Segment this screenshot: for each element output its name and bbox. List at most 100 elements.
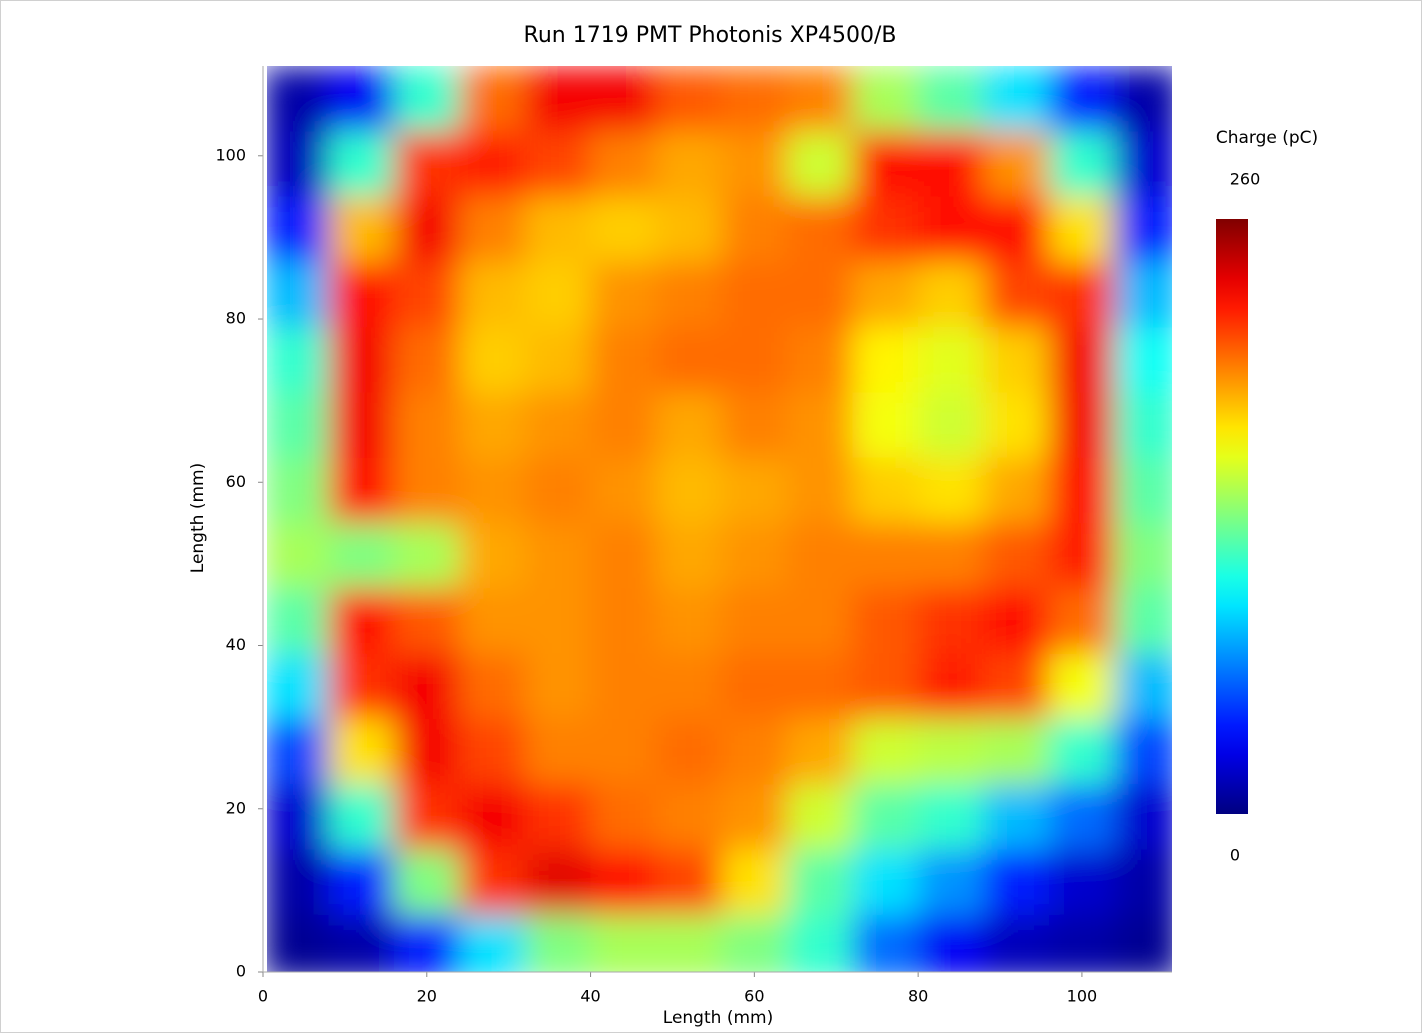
colorbar [1216,219,1248,814]
heatmap-cell [459,523,526,589]
heatmap-cell [787,784,854,851]
heatmap-cell [525,523,592,589]
heatmap-cell [656,327,723,393]
heatmap-cell [721,457,788,524]
heatmap-cell [656,784,723,851]
heatmap-cell [1049,914,1116,972]
heatmap-cell [328,849,395,916]
heatmap-cell [525,196,592,263]
heatmap-cell [918,914,985,972]
heatmap-cell [1049,523,1116,589]
y-tick-label: 40 [226,635,246,654]
heatmap-cell [1114,261,1172,328]
heatmap-cell [394,457,461,524]
heatmap-cell [918,392,985,459]
heatmap-cell [918,588,985,655]
heatmap-cell [656,131,723,198]
heatmap-cell [525,718,592,785]
x-tick-label: 100 [1067,987,1098,1006]
colorbar-title: Charge (pC) [1216,128,1318,148]
heatmap-cell [328,196,395,263]
heatmap-cell [918,131,985,198]
heatmap-cell [459,914,526,972]
heatmap-cell [328,327,395,393]
heatmap-cell [328,523,395,589]
heatmap-cell [590,718,657,785]
heatmap-cell [459,131,526,198]
heatmap-cell [590,66,657,132]
heatmap-cell [1114,849,1172,916]
heatmap-cell [983,653,1050,720]
heatmap-cell [394,914,461,972]
heatmap-cell [1114,392,1172,459]
heatmap-cell [394,392,461,459]
heatmap-cell [590,588,657,655]
heatmap-cell [721,131,788,198]
heatmap-cell [787,653,854,720]
heatmap-cell [852,914,919,972]
y-tick-label: 100 [215,145,246,164]
heatmap-cell [267,523,330,589]
heatmap-cell [525,131,592,198]
heatmap-cell [394,131,461,198]
heatmap-cell [590,457,657,524]
x-tick-label: 0 [258,987,268,1006]
heatmap-cell [852,327,919,393]
heatmap-cell [328,653,395,720]
x-tick-label: 60 [744,987,764,1006]
heatmap-cell [852,131,919,198]
heatmap-cell [1114,196,1172,263]
y-tick-label: 0 [236,962,246,981]
heatmap-cell [656,718,723,785]
heatmap-cell [787,131,854,198]
heatmap-cell [918,261,985,328]
heatmap-cell [459,718,526,785]
heatmap-cell [459,653,526,720]
heatmap-cell [656,261,723,328]
heatmap-cell [656,523,723,589]
heatmap-cell [656,196,723,263]
heatmap-cell [721,849,788,916]
heatmap-cell [459,261,526,328]
heatmap-cell [1114,66,1172,132]
heatmap-cell [394,718,461,785]
heatmap-cell [267,457,330,524]
heatmap-cell [983,718,1050,785]
heatmap-cell [656,914,723,972]
heatmap-cell [525,392,592,459]
heatmap-cell [590,131,657,198]
heatmap-cell [983,523,1050,589]
heatmap-cell [656,457,723,524]
y-tick-label: 80 [226,309,246,328]
heatmap-cell [590,653,657,720]
heatmap-cell [394,66,461,132]
heatmap-cell [656,849,723,916]
heatmap-cell [918,849,985,916]
heatmap-cell [394,327,461,393]
heatmap-cell [918,523,985,589]
heatmap-cell [787,196,854,263]
heatmap-cell [852,784,919,851]
heatmap-cell [590,914,657,972]
heatmap-cell [525,327,592,393]
heatmap-cell [983,392,1050,459]
heatmap-cell [525,261,592,328]
heatmap-cell [590,196,657,263]
heatmap-cell [918,327,985,393]
heatmap-cell [983,66,1050,132]
heatmap-cell [1049,849,1116,916]
colorbar-tick-label: 0 [1230,846,1240,865]
heatmap-cell [1049,392,1116,459]
heatmap-cell [787,457,854,524]
heatmap-cell [525,66,592,132]
heatmap-cell [328,66,395,132]
heatmap-cell [1049,718,1116,785]
heatmap-cell [852,196,919,263]
heatmap [267,66,1172,972]
heatmap-cell [267,784,330,851]
heatmap-cell [721,261,788,328]
heatmap-cell [394,784,461,851]
heatmap-cell [983,784,1050,851]
heatmap-cell [656,653,723,720]
